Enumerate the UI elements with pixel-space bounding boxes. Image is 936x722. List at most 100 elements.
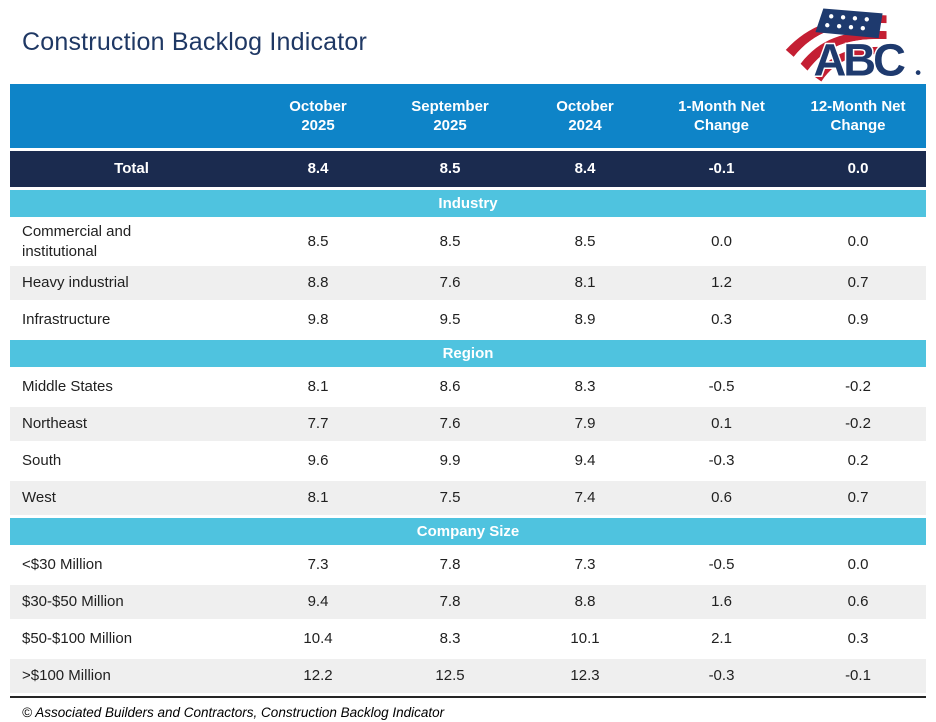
value-1mo-net-change: 0.3: [711, 311, 732, 329]
row-label: $30-$50 Million: [22, 593, 124, 611]
page-title: Construction Backlog Indicator: [22, 28, 368, 56]
table-row: South 9.6 9.9 9.4 -0.3 0.2: [10, 444, 926, 478]
value-1mo-net-change: -0.1: [708, 160, 735, 178]
value-12mo-net-change: 0.0: [847, 232, 869, 250]
value-oct-2025: 8.5: [307, 232, 329, 250]
value-sep-2025: 12.5: [435, 667, 465, 685]
value-oct-2024: 8.1: [574, 274, 596, 292]
table-row: Middle States 8.1 8.6 8.3 -0.5 -0.2: [10, 370, 926, 404]
row-label: West: [22, 489, 56, 507]
table-row: $30-$50 Million 9.4 7.8 8.8 1.6 0.6: [10, 585, 926, 619]
value-oct-2024: 7.4: [574, 489, 596, 507]
value-oct-2024: 8.3: [574, 378, 596, 396]
row-label: Northeast: [22, 415, 88, 433]
table-row: $50-$100 Million 10.4 8.3 10.1 2.1 0.3: [10, 622, 926, 656]
value-sep-2025: 9.9: [439, 452, 461, 470]
value-1mo-net-change: 1.2: [711, 274, 732, 292]
value-oct-2025: 8.8: [307, 274, 329, 292]
value-1mo-net-change: 0.1: [711, 415, 732, 433]
value-12mo-net-change: 0.9: [847, 311, 869, 329]
row-label: Heavy industrial: [22, 274, 129, 292]
value-oct-2025: 12.2: [303, 667, 333, 685]
value-oct-2024: 9.4: [574, 452, 596, 470]
value-sep-2025: 7.8: [439, 556, 461, 574]
value-oct-2024: 8.9: [574, 311, 596, 329]
row-label: $50-$100 Million: [22, 630, 133, 648]
value-sep-2025: 7.5: [439, 489, 461, 507]
value-oct-2025: 10.4: [303, 630, 333, 648]
header-1mo-net-change: 1-Month Net Change: [678, 97, 765, 135]
table-row: Infrastructure 9.8 9.5 8.9 0.3 0.9: [10, 303, 926, 337]
value-1mo-net-change: -0.3: [708, 667, 735, 685]
value-sep-2025: 7.8: [439, 593, 461, 611]
row-label: Commercial and institutional: [22, 223, 132, 260]
value-1mo-net-change: 0.6: [711, 489, 732, 507]
value-12mo-net-change: 0.2: [847, 452, 869, 470]
value-12mo-net-change: 0.7: [847, 489, 869, 507]
footer: © Associated Builders and Contractors, C…: [10, 696, 926, 720]
value-12mo-net-change: 0.6: [847, 593, 869, 611]
table-row: Heavy industrial 8.8 7.6 8.1 1.2 0.7: [10, 266, 926, 300]
row-label: Total: [114, 160, 149, 178]
value-oct-2025: 8.1: [307, 378, 329, 396]
value-1mo-net-change: -0.3: [708, 452, 735, 470]
masthead: Construction Backlog Indicator ABC: [0, 0, 936, 84]
table-header-row: October 2025 September 2025 October 2024…: [10, 84, 926, 148]
value-oct-2025: 9.6: [307, 452, 329, 470]
value-12mo-net-change: 0.0: [847, 556, 869, 574]
header-sep-2025: September 2025: [411, 97, 489, 135]
header-oct-2024: October 2024: [556, 97, 614, 135]
row-label: Middle States: [22, 378, 113, 396]
backlog-table: October 2025 September 2025 October 2024…: [10, 84, 926, 693]
row-label: South: [22, 452, 62, 470]
total-row: Total 8.4 8.5 8.4 -0.1 0.0: [10, 151, 926, 187]
value-oct-2025: 9.8: [307, 311, 329, 329]
value-sep-2025: 8.5: [439, 160, 461, 178]
value-oct-2024: 10.1: [570, 630, 600, 648]
value-oct-2024: 7.3: [574, 556, 596, 574]
value-12mo-net-change: 0.3: [847, 630, 869, 648]
value-sep-2025: 7.6: [439, 274, 461, 292]
table-row: Northeast 7.7 7.6 7.9 0.1 -0.2: [10, 407, 926, 441]
value-sep-2025: 7.6: [439, 415, 461, 433]
value-1mo-net-change: 1.6: [711, 593, 732, 611]
value-12mo-net-change: -0.2: [845, 415, 871, 433]
value-oct-2024: 8.5: [574, 232, 596, 250]
value-1mo-net-change: -0.5: [708, 556, 735, 574]
value-12mo-net-change: -0.2: [845, 378, 871, 396]
abc-logo: ABC: [785, 8, 921, 84]
value-sep-2025: 8.6: [439, 378, 461, 396]
section-band-industry: Industry: [10, 190, 926, 217]
value-oct-2025: 7.7: [307, 415, 329, 433]
value-1mo-net-change: -0.5: [708, 378, 735, 396]
value-1mo-net-change: 2.1: [711, 630, 732, 648]
flag-icon: [785, 8, 887, 82]
table-row: Commercial and institutional 8.5 8.5 8.5…: [10, 220, 926, 263]
section-band-region: Region: [10, 340, 926, 367]
value-oct-2025: 7.3: [307, 556, 329, 574]
source-credit: © Associated Builders and Contractors, C…: [22, 705, 445, 720]
value-oct-2024: 12.3: [570, 667, 600, 685]
value-oct-2025: 8.4: [307, 160, 329, 178]
value-12mo-net-change: 0.7: [847, 274, 869, 292]
value-oct-2025: 8.1: [307, 489, 329, 507]
header-12mo-net-change: 12-Month Net Change: [810, 97, 906, 135]
value-oct-2024: 8.8: [574, 593, 596, 611]
table-row: West 8.1 7.5 7.4 0.6 0.7: [10, 481, 926, 515]
trademark-dot: [915, 70, 921, 75]
row-label: >$100 Million: [22, 667, 111, 685]
header-oct-2025: October 2025: [289, 97, 347, 135]
value-sep-2025: 8.5: [439, 232, 461, 250]
value-oct-2024: 8.4: [574, 160, 596, 178]
value-sep-2025: 8.3: [439, 630, 461, 648]
table-row: >$100 Million 12.2 12.5 12.3 -0.3 -0.1: [10, 659, 926, 693]
value-oct-2025: 9.4: [307, 593, 329, 611]
value-12mo-net-change: -0.1: [845, 667, 871, 685]
table-row: <$30 Million 7.3 7.8 7.3 -0.5 0.0: [10, 548, 926, 582]
row-label: Infrastructure: [22, 311, 111, 329]
value-1mo-net-change: 0.0: [711, 232, 732, 250]
value-oct-2024: 7.9: [574, 415, 596, 433]
section-band-company-size: Company Size: [10, 518, 926, 545]
row-label: <$30 Million: [22, 556, 103, 574]
abc-wordmark: ABC: [813, 35, 905, 84]
